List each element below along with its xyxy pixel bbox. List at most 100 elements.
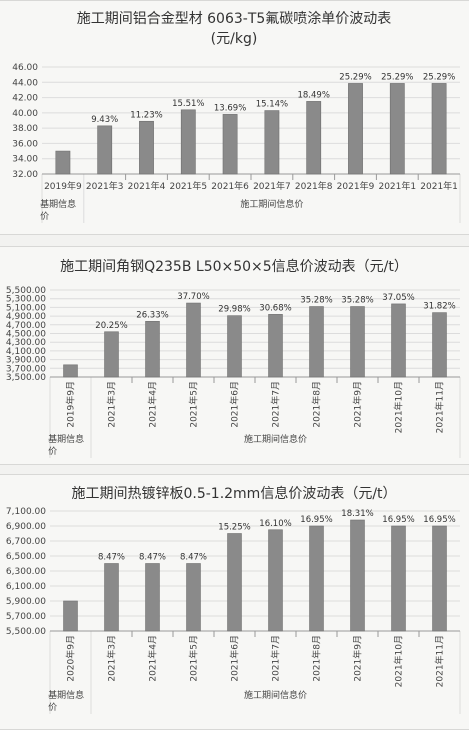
x-tick-label: 2021年8月 — [311, 635, 323, 682]
x-tick-label: 2021年5月 — [188, 635, 200, 682]
bar — [145, 563, 160, 632]
base-period-label-wrap: 价 — [40, 211, 49, 222]
base-period-label-wrap: 价 — [48, 446, 57, 457]
data-label: 16.95% — [300, 515, 332, 525]
y-tick-label: 6,500.00 — [6, 552, 46, 562]
data-label: 25.29% — [381, 72, 413, 82]
data-label: 26.33% — [136, 310, 168, 320]
chart-aluminium-price: 施工期间铝合金型材 6063-T5氟碳喷涂单价波动表 (元/kg) 32.00 34.… — [12, 11, 461, 223]
data-label: 35.28% — [341, 296, 373, 306]
bar — [186, 302, 201, 378]
bar — [139, 120, 154, 175]
bar — [97, 125, 113, 175]
chart-subtitle: (元/kg) — [211, 31, 258, 47]
chart-panel-angle-steel: 施工期间角钢Q235B L50×50×5信息价波动表（元/t） 3,500.00 3… — [0, 246, 469, 465]
y-tick-label: 6,300.00 — [6, 567, 46, 577]
y-tick-label: 5,500.00 — [6, 286, 46, 296]
bar — [432, 312, 447, 378]
x-tick-label: 2021年10月 — [393, 635, 405, 687]
data-label: 15.51% — [172, 99, 204, 109]
data-label: 37.05% — [382, 293, 414, 303]
x-tick-label: 2021年11月 — [434, 635, 446, 687]
data-label: 11.23% — [130, 110, 162, 120]
x-tick-label: 2021年6 — [211, 180, 249, 192]
x-tick-label: 2019年9月 — [65, 381, 77, 428]
bar — [350, 519, 365, 632]
x-tick-label: 2021年6月 — [229, 381, 241, 428]
bar — [186, 563, 201, 632]
bar — [264, 110, 280, 175]
y-tick-label: 4,700.00 — [6, 321, 46, 331]
bar — [180, 109, 196, 175]
y-tick-label: 5,700.00 — [6, 612, 46, 622]
bar — [389, 83, 405, 175]
x-tick-label: 2021年7 — [253, 180, 291, 192]
data-label: 25.29% — [339, 72, 371, 82]
y-tick-label: 44.00 — [12, 78, 38, 88]
data-label: 35.28% — [300, 296, 332, 306]
bar — [306, 101, 322, 175]
y-tick-label: 6,700.00 — [6, 537, 46, 547]
x-tick-label: 2021年3月 — [106, 381, 118, 428]
chart-angle-steel-price: 施工期间角钢Q235B L50×50×5信息价波动表（元/t）3,500.003… — [6, 258, 461, 458]
bar — [55, 150, 71, 175]
chart-title: 施工期间角钢Q235B L50×50×5信息价波动表（元/t） — [60, 258, 408, 275]
x-tick-label: 2021年5 — [169, 180, 207, 192]
x-tick-label: 2021年9月 — [352, 381, 364, 428]
x-tick-label: 2021年3 — [86, 180, 124, 192]
bar — [309, 306, 324, 378]
bar — [391, 303, 406, 378]
y-tick-label: 5,100.00 — [6, 303, 46, 313]
x-tick-label: 2021年1 — [420, 180, 458, 192]
base-period-label: 基期信息 — [40, 198, 76, 210]
data-label: 18.31% — [341, 509, 373, 519]
y-tick-label: 5,500.00 — [6, 627, 46, 637]
base-period-label: 基期信息 — [48, 689, 84, 701]
x-tick-label: 2021年5月 — [188, 381, 200, 428]
chart-title: 施工期间铝合金型材 6063-T5氟碳喷涂单价波动表 — [77, 11, 392, 27]
y-tick-label: 4,500.00 — [6, 330, 46, 340]
x-tick-label: 2021年7月 — [270, 635, 282, 682]
data-label: 16.95% — [382, 515, 414, 525]
data-label: 31.82% — [423, 302, 455, 312]
bar — [145, 321, 160, 378]
construction-period-label: 施工期间信息价 — [244, 433, 307, 445]
x-tick-label: 2019年9 — [44, 180, 82, 192]
y-tick-label: 32.00 — [12, 170, 38, 180]
data-label: 16.95% — [423, 515, 455, 525]
y-tick-label: 6,100.00 — [6, 582, 46, 592]
x-tick-label: 2021年8 — [295, 180, 333, 192]
chart-panel-galvanized-sheet: 施工期间热镀锌板0.5-1.2mm信息价波动表（元/t） 5,500.00 5,70… — [0, 474, 469, 730]
data-label: 13.69% — [214, 103, 246, 113]
bar — [431, 83, 447, 175]
chart-title: 施工期间热镀锌板0.5-1.2mm信息价波动表（元/t） — [71, 485, 396, 502]
y-tick-label: 4,100.00 — [6, 347, 46, 357]
data-label: 15.25% — [218, 523, 250, 533]
bar — [104, 331, 119, 378]
data-label: 20.25% — [95, 321, 127, 331]
data-label: 8.47% — [139, 553, 166, 563]
y-tick-label: 3,900.00 — [6, 356, 46, 366]
y-tick-label: 5,300.00 — [6, 295, 46, 305]
bar — [104, 563, 119, 632]
y-tick-label: 42.00 — [12, 94, 38, 104]
x-tick-label: 2021年4 — [128, 180, 166, 192]
y-tick-label: 4,300.00 — [6, 338, 46, 348]
data-label: 37.70% — [177, 292, 209, 302]
bar — [350, 306, 365, 378]
bar — [268, 314, 283, 378]
bar — [348, 83, 363, 175]
y-tick-label: 7,100.00 — [6, 507, 46, 517]
data-label: 29.98% — [218, 305, 250, 315]
data-label: 18.49% — [297, 90, 329, 100]
data-label: 9.43% — [91, 115, 118, 125]
x-tick-label: 2021年11月 — [434, 381, 446, 433]
chart-panel-aluminium: 施工期间铝合金型材 6063-T5氟碳喷涂单价波动表 (元/kg) 32.00 34.… — [0, 0, 469, 235]
construction-period-label: 施工期间信息价 — [240, 198, 303, 210]
bar — [227, 533, 242, 632]
construction-period-label: 施工期间信息价 — [244, 689, 307, 701]
x-tick-label: 2021年10月 — [393, 381, 405, 433]
x-tick-label: 2021年6月 — [229, 635, 241, 682]
bar — [391, 525, 406, 632]
y-tick-label: 5,900.00 — [6, 597, 46, 607]
